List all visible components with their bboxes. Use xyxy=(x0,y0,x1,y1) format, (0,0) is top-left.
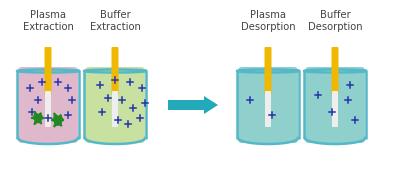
FancyBboxPatch shape xyxy=(44,47,52,95)
Text: Plasma
Desorption: Plasma Desorption xyxy=(241,10,295,32)
FancyBboxPatch shape xyxy=(18,67,78,143)
FancyBboxPatch shape xyxy=(238,67,298,143)
FancyBboxPatch shape xyxy=(85,67,145,143)
FancyBboxPatch shape xyxy=(45,91,51,127)
FancyBboxPatch shape xyxy=(112,47,118,95)
FancyArrow shape xyxy=(168,96,218,114)
FancyBboxPatch shape xyxy=(305,67,365,143)
FancyBboxPatch shape xyxy=(112,91,118,127)
FancyBboxPatch shape xyxy=(332,47,338,95)
FancyBboxPatch shape xyxy=(265,91,271,127)
Text: Buffer
Desorption: Buffer Desorption xyxy=(308,10,362,32)
Text: Plasma
Extraction: Plasma Extraction xyxy=(22,10,74,32)
FancyBboxPatch shape xyxy=(264,47,272,95)
Text: Buffer
Extraction: Buffer Extraction xyxy=(90,10,140,32)
Polygon shape xyxy=(52,114,63,126)
FancyBboxPatch shape xyxy=(332,91,338,127)
Polygon shape xyxy=(32,112,43,124)
